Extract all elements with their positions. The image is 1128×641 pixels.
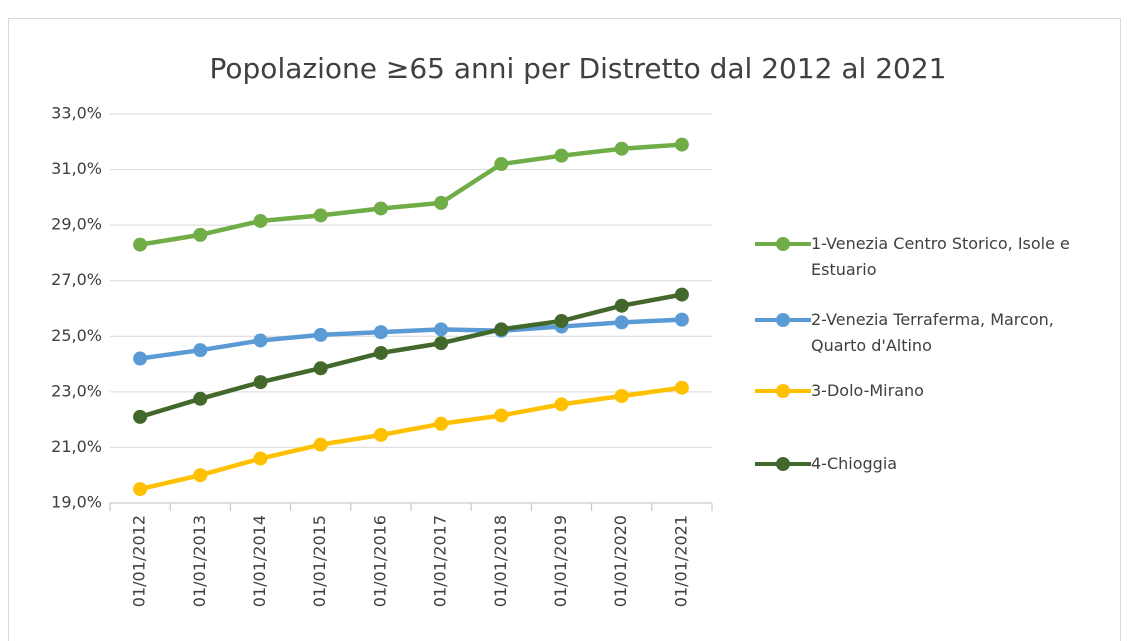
data-point bbox=[614, 298, 629, 313]
legend-swatch bbox=[755, 378, 811, 404]
data-point bbox=[434, 416, 449, 431]
series-line bbox=[139, 292, 683, 420]
legend-label: 3-Dolo-Mirano bbox=[811, 381, 924, 400]
x-tick-label: 01/01/2020 bbox=[611, 515, 630, 607]
x-tick-label: 01/01/2016 bbox=[370, 515, 389, 607]
x-tick-label: 01/01/2014 bbox=[250, 515, 269, 607]
data-point bbox=[133, 237, 148, 252]
data-point bbox=[434, 336, 449, 351]
data-point bbox=[614, 141, 629, 156]
data-point bbox=[674, 287, 689, 302]
series-line bbox=[139, 385, 683, 492]
data-point bbox=[253, 451, 268, 466]
data-point bbox=[193, 468, 208, 483]
x-tick-label: 01/01/2018 bbox=[491, 515, 510, 607]
legend-swatch bbox=[755, 451, 811, 477]
data-point bbox=[373, 325, 388, 340]
data-point bbox=[674, 137, 689, 152]
data-point bbox=[674, 380, 689, 395]
y-tick-label: 23,0% bbox=[51, 381, 102, 400]
data-point bbox=[554, 397, 569, 412]
data-point bbox=[494, 157, 509, 172]
x-tick-label: 01/01/2021 bbox=[671, 515, 690, 607]
data-point bbox=[373, 345, 388, 360]
y-tick-label: 25,0% bbox=[51, 326, 102, 345]
data-point bbox=[253, 375, 268, 390]
data-point bbox=[554, 148, 569, 163]
data-point bbox=[494, 408, 509, 423]
legend-item: 3-Dolo-Mirano bbox=[755, 378, 1125, 404]
data-point bbox=[253, 333, 268, 348]
data-point bbox=[133, 409, 148, 424]
x-tick-label: 01/01/2012 bbox=[130, 515, 149, 607]
data-point bbox=[434, 195, 449, 210]
x-tick-label: 01/01/2015 bbox=[310, 515, 329, 607]
data-point bbox=[193, 391, 208, 406]
x-tick-label: 01/01/2013 bbox=[190, 515, 209, 607]
data-point bbox=[313, 208, 328, 223]
legend-swatch bbox=[755, 307, 811, 333]
legend-label: 4-Chioggia bbox=[811, 454, 898, 473]
y-tick-label: 21,0% bbox=[51, 437, 102, 456]
series-line bbox=[139, 317, 683, 361]
data-point bbox=[494, 322, 509, 337]
data-point bbox=[614, 315, 629, 330]
x-tick-label: 01/01/2017 bbox=[431, 515, 450, 607]
chart-border bbox=[8, 18, 1121, 641]
data-point bbox=[434, 322, 449, 337]
data-point bbox=[253, 213, 268, 228]
data-point bbox=[614, 389, 629, 404]
legend-label: 2-Venezia Terraferma, Marcon, Quarto d'A… bbox=[811, 310, 1054, 355]
data-point bbox=[133, 482, 148, 497]
data-point bbox=[133, 351, 148, 366]
series-line bbox=[139, 142, 683, 247]
data-point bbox=[193, 227, 208, 242]
legend-item: 1-Venezia Centro Storico, Isole e Estuar… bbox=[755, 231, 1125, 283]
y-tick-label: 31,0% bbox=[51, 159, 102, 178]
data-point bbox=[674, 312, 689, 327]
y-tick-label: 29,0% bbox=[51, 215, 102, 234]
chart-title: Popolazione ≥65 anni per Distretto dal 2… bbox=[210, 52, 947, 85]
y-tick-label: 19,0% bbox=[51, 493, 102, 512]
legend-item: 4-Chioggia bbox=[755, 451, 1125, 477]
y-tick-label: 27,0% bbox=[51, 270, 102, 289]
data-point bbox=[313, 327, 328, 342]
x-tick-label: 01/01/2019 bbox=[551, 515, 570, 607]
data-point bbox=[373, 427, 388, 442]
y-tick-label: 33,0% bbox=[51, 104, 102, 123]
data-point bbox=[373, 201, 388, 216]
legend-swatch bbox=[755, 231, 811, 257]
legend-item: 2-Venezia Terraferma, Marcon, Quarto d'A… bbox=[755, 307, 1125, 359]
data-point bbox=[554, 314, 569, 329]
data-point bbox=[313, 361, 328, 376]
legend-label: 1-Venezia Centro Storico, Isole e Estuar… bbox=[811, 234, 1070, 279]
data-point bbox=[313, 437, 328, 452]
data-point bbox=[193, 343, 208, 358]
